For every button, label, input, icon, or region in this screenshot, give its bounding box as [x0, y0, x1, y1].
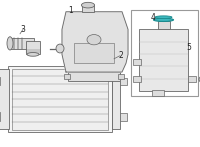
Bar — [188, 76, 196, 82]
Ellipse shape — [7, 37, 13, 50]
Bar — [120, 78, 127, 85]
Bar — [139, 29, 188, 91]
Ellipse shape — [56, 44, 64, 53]
Bar — [68, 72, 120, 81]
Bar — [131, 10, 198, 96]
Bar — [118, 74, 124, 79]
Bar — [112, 69, 120, 129]
Text: 5: 5 — [187, 42, 191, 52]
Text: 4: 4 — [151, 13, 155, 22]
Bar — [120, 113, 127, 121]
Text: 1: 1 — [69, 6, 73, 15]
Bar — [8, 66, 112, 132]
Polygon shape — [62, 12, 128, 72]
Bar — [133, 76, 141, 82]
Bar — [82, 5, 94, 12]
Bar — [152, 90, 164, 96]
Ellipse shape — [199, 76, 200, 83]
Bar — [0, 69, 9, 129]
Bar — [64, 74, 70, 79]
Bar — [74, 43, 114, 63]
Text: 3: 3 — [21, 25, 25, 34]
Bar — [12, 69, 108, 130]
Bar — [158, 21, 170, 29]
Ellipse shape — [154, 18, 174, 21]
Ellipse shape — [87, 35, 101, 45]
Bar — [26, 41, 40, 54]
Ellipse shape — [27, 53, 39, 56]
Ellipse shape — [155, 16, 172, 19]
Bar — [10, 38, 34, 49]
Bar — [133, 59, 141, 65]
Ellipse shape — [81, 2, 95, 8]
Text: 2: 2 — [119, 51, 123, 60]
